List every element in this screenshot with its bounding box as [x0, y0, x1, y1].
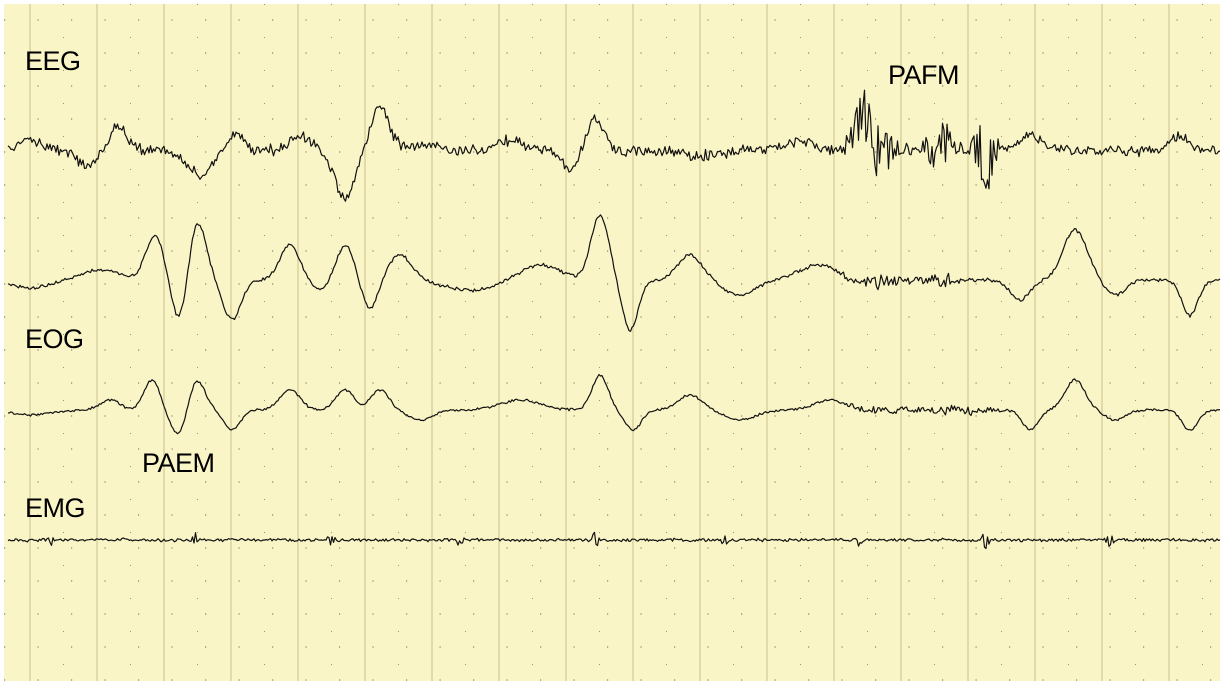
emg-label: EMG [25, 493, 85, 523]
trace [7, 531, 1221, 550]
trace [7, 214, 1221, 332]
grid [4, 4, 1220, 681]
pafm-label: PAFM [888, 60, 959, 90]
paem-label: PAEM [142, 448, 215, 478]
eeg-label: EEG [25, 46, 81, 76]
trace [7, 89, 1221, 202]
paper [4, 4, 1220, 681]
eog-label: EOG [25, 324, 84, 354]
traces [7, 89, 1221, 550]
trace [7, 373, 1221, 435]
